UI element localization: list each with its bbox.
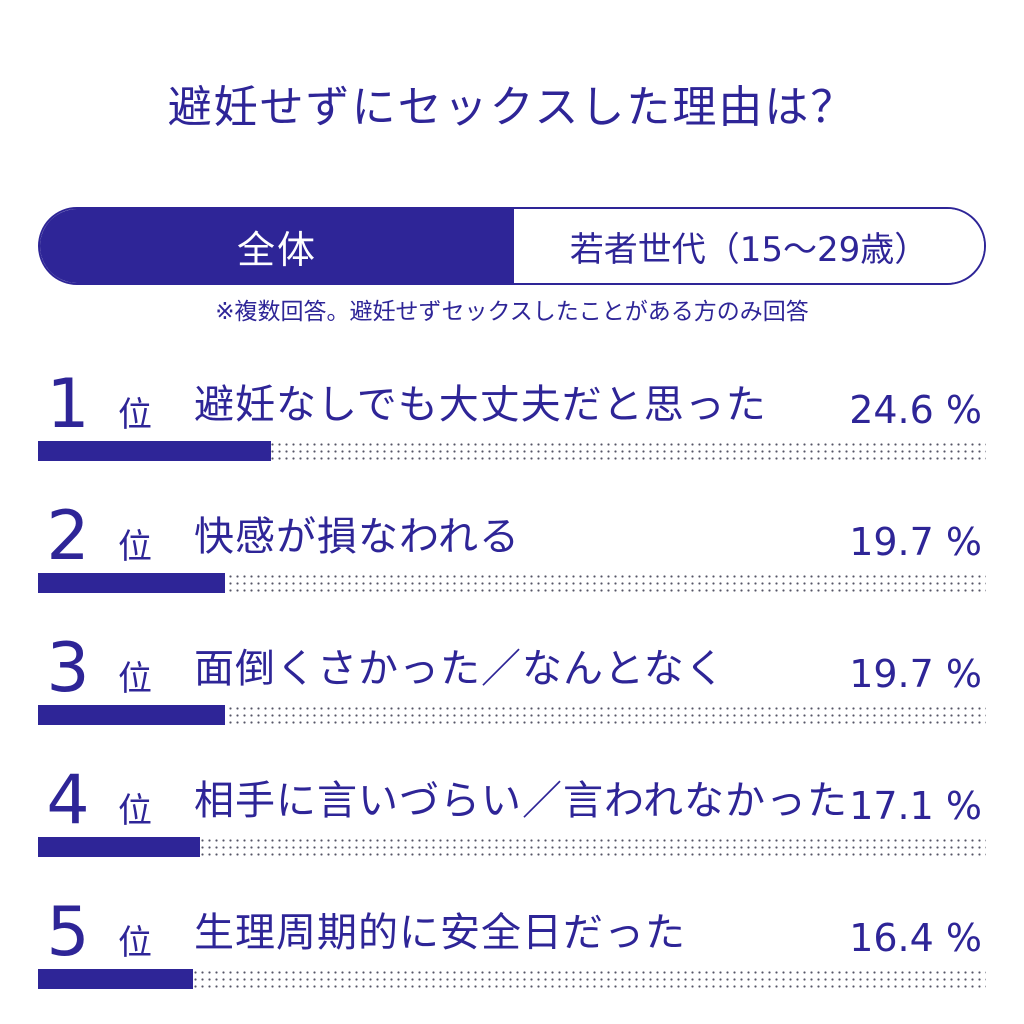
- rank-suffix: 位: [118, 527, 152, 567]
- percentage-label: 19.7 %: [849, 652, 982, 696]
- ranking-row: 3 位 面倒くさかった／なんとなく 19.7 %: [0, 619, 1024, 751]
- bar: [38, 705, 225, 725]
- bar-track: [38, 573, 986, 593]
- reason-label: 面倒くさかった／なんとなく: [194, 646, 726, 692]
- bar-track: [38, 441, 986, 461]
- rank-number: 3: [46, 629, 90, 708]
- percentage-label: 19.7 %: [849, 520, 982, 564]
- rank-number: 1: [46, 365, 90, 444]
- tab-overall[interactable]: 全体: [40, 209, 514, 283]
- reason-label: 避妊なしでも大丈夫だと思った: [194, 382, 767, 428]
- bar: [38, 837, 200, 857]
- bar-track: [38, 837, 986, 857]
- page-title: 避妊せずにセックスした理由は？: [167, 82, 857, 133]
- ranking-row: 4 位 相手に言いづらい／言われなかった 17.1 %: [0, 751, 1024, 883]
- percentage-label: 16.4 %: [849, 916, 982, 960]
- bar-track: [38, 969, 986, 989]
- bar: [38, 573, 225, 593]
- ranking-row: 1 位 避妊なしでも大丈夫だと思った 24.6 %: [0, 355, 1024, 487]
- rank-suffix: 位: [118, 659, 152, 699]
- ranking-row: 2 位 快感が損なわれる 19.7 %: [0, 487, 1024, 619]
- percentage-label: 24.6 %: [849, 388, 982, 432]
- survey-note: ※複数回答。避妊せずセックスしたことがある方のみ回答: [215, 299, 809, 325]
- percentage-label: 17.1 %: [849, 784, 982, 828]
- segment-tabs: 全体 若者世代（15〜29歳）: [38, 207, 986, 285]
- rank-suffix: 位: [118, 395, 152, 435]
- ranking-row: 5 位 生理周期的に安全日だった 16.4 %: [0, 883, 1024, 1015]
- rank-number: 5: [46, 893, 90, 972]
- bar: [38, 969, 193, 989]
- reason-label: 生理周期的に安全日だった: [194, 910, 686, 956]
- bar: [38, 441, 271, 461]
- tab-young-generation[interactable]: 若者世代（15〜29歳）: [514, 209, 984, 283]
- rank-number: 2: [46, 497, 90, 576]
- rank-suffix: 位: [118, 923, 152, 963]
- reason-label: 相手に言いづらい／言われなかった: [194, 778, 848, 824]
- bar-track: [38, 705, 986, 725]
- rank-number: 4: [46, 761, 90, 840]
- reason-label: 快感が損なわれる: [194, 514, 520, 560]
- rank-suffix: 位: [118, 791, 152, 831]
